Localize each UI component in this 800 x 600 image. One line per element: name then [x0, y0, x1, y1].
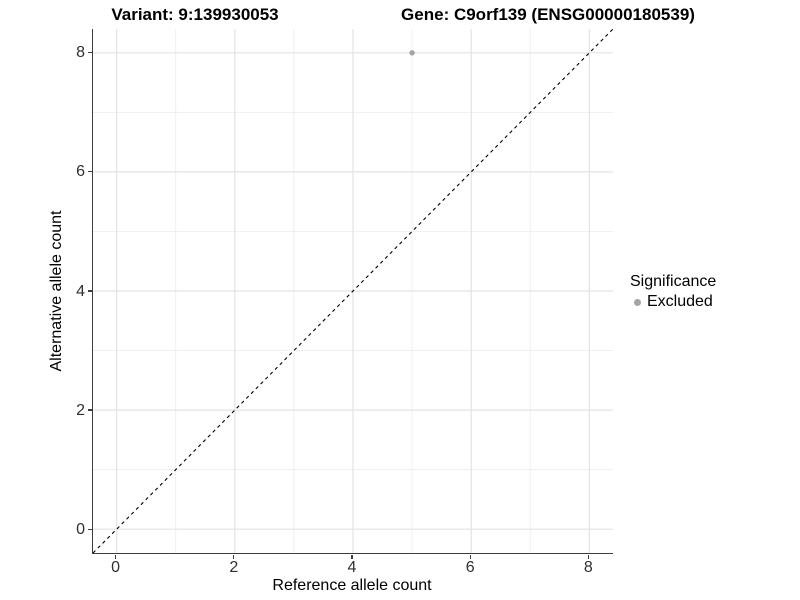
y-tick-mark: [87, 528, 92, 530]
legend-item-excluded: Excluded: [630, 293, 716, 311]
y-tick-label: 0: [76, 520, 85, 538]
x-tick-label: 6: [465, 559, 475, 576]
x-tick-label: 2: [229, 559, 239, 576]
excluded-point-icon: [634, 298, 641, 306]
plot-area: [93, 29, 613, 553]
x-tick-label: 0: [111, 559, 121, 576]
plot-title-gene: Gene: C9orf139 (ENSG00000180539): [401, 5, 695, 24]
x-tick-mark: [587, 554, 589, 560]
y-axis-title: Alternative allele count: [48, 210, 65, 372]
y-tick-mark: [87, 409, 92, 411]
x-tick-label: 4: [347, 559, 357, 576]
x-axis-title: Reference allele count: [272, 577, 432, 594]
x-tick-mark: [233, 554, 235, 560]
legend-title: Significance: [630, 273, 717, 290]
legend: Significance Excluded: [630, 272, 716, 311]
y-tick-label: 4: [76, 282, 85, 300]
y-tick-mark: [87, 171, 92, 173]
x-tick-label: 8: [583, 559, 593, 576]
x-tick-mark: [351, 554, 353, 560]
data-point: [409, 50, 415, 56]
x-tick-mark: [469, 554, 471, 560]
y-tick-label: 8: [76, 44, 85, 62]
x-tick-mark: [115, 554, 117, 560]
identity-reference-line: [93, 29, 613, 553]
plot-title-variant: Variant: 9:139930053: [111, 5, 279, 24]
y-tick-label: 2: [76, 401, 85, 419]
plot-panel: [92, 29, 613, 554]
legend-item-label: Excluded: [647, 293, 713, 310]
y-tick-label: 6: [76, 163, 85, 181]
y-tick-mark: [87, 52, 92, 54]
y-tick-mark: [87, 290, 92, 292]
